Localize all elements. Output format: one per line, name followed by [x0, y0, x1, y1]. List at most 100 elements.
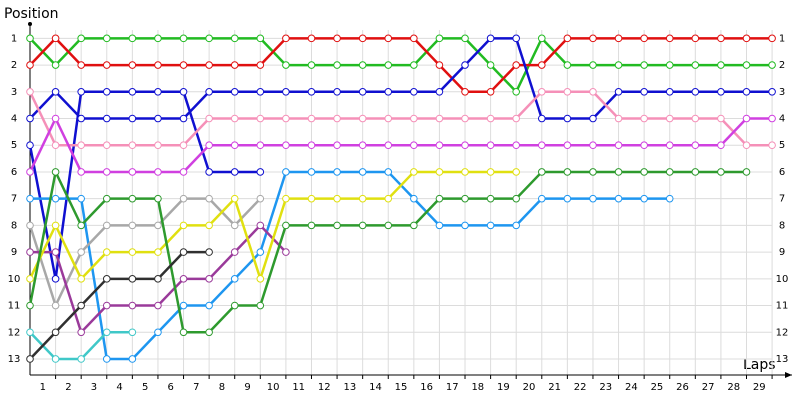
lap-point	[256, 87, 265, 96]
lap-point	[128, 141, 137, 150]
lap-point	[512, 61, 520, 69]
lap-point	[282, 168, 290, 176]
lap-point	[333, 87, 341, 96]
lap-point	[358, 168, 367, 176]
lap-point	[742, 34, 751, 43]
lap-point	[486, 114, 495, 123]
x-tick-label: 18	[471, 382, 484, 393]
lap-point	[102, 168, 111, 176]
y-tick-label-right: 9	[779, 247, 785, 258]
lap-point	[461, 114, 469, 123]
x-tick-label: 24	[625, 382, 638, 393]
lap-point	[230, 221, 239, 230]
lap-point	[282, 34, 290, 43]
lap-point	[614, 114, 623, 123]
lap-point	[102, 141, 111, 150]
lap-point	[102, 221, 111, 230]
series-line	[30, 170, 670, 361]
lap-point	[205, 61, 213, 69]
x-tick-label: 1	[40, 382, 46, 393]
y-tick-label-right: 13	[776, 354, 789, 365]
lap-point	[26, 168, 34, 176]
lap-point	[410, 34, 418, 43]
x-tick-label: 17	[446, 382, 459, 393]
y-tick-label: 3	[11, 87, 17, 98]
y-tick-label-right: 3	[779, 87, 785, 98]
lap-point	[333, 141, 341, 150]
y-axis-title: Position	[4, 6, 59, 22]
series-line	[29, 36, 773, 94]
x-tick-label: 14	[369, 382, 382, 393]
lap-point	[256, 248, 265, 256]
lap-point	[307, 168, 316, 176]
lap-point	[665, 141, 674, 150]
lap-point	[128, 275, 137, 283]
series-line	[29, 250, 210, 360]
lap-point	[512, 168, 520, 176]
lap-point	[51, 355, 60, 363]
axis-arrow	[785, 372, 792, 378]
lap-point	[256, 301, 265, 310]
lap-point	[77, 248, 85, 256]
lap-point	[77, 114, 85, 123]
lap-point	[51, 301, 60, 310]
lap-point	[742, 168, 751, 176]
y-tick-label-right: 10	[776, 274, 789, 285]
x-tick-label: 10	[267, 382, 280, 393]
lap-point	[102, 328, 111, 337]
lap-point	[614, 168, 623, 176]
x-tick-label: 19	[497, 382, 510, 393]
lap-point	[333, 61, 341, 69]
lap-point	[230, 275, 239, 283]
lap-point	[230, 301, 239, 310]
lap-point	[205, 141, 213, 150]
lap-point	[410, 168, 418, 176]
lap-point	[333, 114, 341, 123]
lap-point	[128, 168, 137, 176]
lap-point	[563, 34, 572, 43]
lap-point	[461, 221, 469, 230]
x-tick-label: 3	[91, 382, 97, 393]
lap-point	[358, 34, 367, 43]
lap-point	[742, 114, 751, 123]
lap-point	[282, 248, 290, 256]
lap-point	[589, 168, 597, 176]
lap-point	[512, 141, 520, 150]
lap-point	[640, 87, 648, 96]
lap-point	[230, 34, 239, 43]
series-line	[28, 115, 773, 174]
series-line	[28, 170, 517, 283]
lap-point	[435, 221, 444, 230]
lap-point	[410, 194, 418, 203]
lap-point	[154, 328, 162, 337]
lap-point	[77, 221, 85, 230]
lap-point	[307, 194, 316, 203]
lap-point	[563, 194, 572, 203]
lap-point	[256, 34, 265, 43]
lap-point	[768, 34, 776, 43]
lap-point	[154, 275, 162, 283]
lap-point	[358, 87, 367, 96]
lap-point	[768, 114, 776, 123]
x-tick-label: 20	[523, 382, 536, 393]
lap-point	[358, 114, 367, 123]
lap-point	[333, 194, 341, 203]
lap-point	[26, 194, 34, 203]
lap-point	[768, 61, 776, 69]
lap-point	[205, 34, 213, 43]
lap-point	[179, 301, 188, 310]
lap-point	[77, 328, 85, 337]
lap-point	[563, 141, 572, 150]
lap-point	[461, 34, 469, 43]
lap-point	[26, 221, 34, 230]
lap-point	[77, 168, 85, 176]
lap-point	[179, 61, 188, 69]
lap-point	[691, 114, 700, 123]
lap-point	[384, 87, 393, 96]
lap-point	[691, 61, 700, 69]
lap-point	[205, 194, 213, 203]
lap-point	[102, 34, 111, 43]
lap-point	[665, 168, 674, 176]
y-tick-label: 8	[11, 220, 17, 231]
